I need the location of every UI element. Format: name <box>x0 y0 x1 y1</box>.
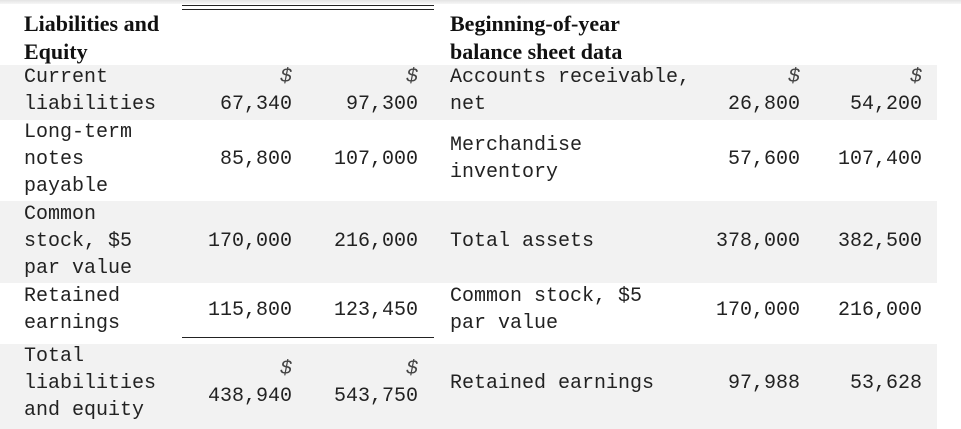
right-row4-label: Common stock, $5 par value <box>450 285 643 335</box>
left-row3-col2: 216,000 <box>333 230 418 253</box>
left-row5-col2: 543,750 <box>333 385 418 408</box>
right-row1-label: Accounts receivable, net <box>450 66 691 116</box>
left-row1-label: Current liabilities <box>24 66 157 116</box>
header-rule-top <box>182 5 434 6</box>
right-row4-col1: 170,000 <box>715 299 800 322</box>
right-row3-col2: 382,500 <box>837 230 922 253</box>
right-row2-label: Merchandise inventory <box>450 134 583 184</box>
row-band-1 <box>0 65 937 120</box>
left-row4-col2: 123,450 <box>333 299 418 322</box>
left-row5-col1-dollar: $ <box>279 358 292 381</box>
right-row1-col1: 26,800 <box>727 93 800 116</box>
right-row5-label: Retained earnings <box>450 372 655 395</box>
left-row3-label: Common stock, $5 par value <box>24 203 133 280</box>
left-row5-label: Total liabilities and equity <box>24 345 157 422</box>
right-row1-col1-dollar: $ <box>787 66 800 89</box>
left-row2-col1: 85,800 <box>219 148 292 171</box>
row-band-3 <box>0 201 937 283</box>
right-row2-col2: 107,400 <box>837 148 922 171</box>
left-row1-col1-dollar: $ <box>279 66 292 89</box>
left-row1-col2-dollar: $ <box>405 66 418 89</box>
right-row2-col1: 57,600 <box>727 148 800 171</box>
row-band-5 <box>0 344 937 429</box>
header-rule-bottom <box>182 9 434 10</box>
right-table-header: Beginning-of-year balance sheet data <box>450 11 623 64</box>
left-table-header: Liabilities and Equity <box>24 11 160 64</box>
left-row1-col2: 97,300 <box>345 93 418 116</box>
right-row1-col2-dollar: $ <box>909 66 922 89</box>
left-row5-col1: 438,940 <box>207 385 292 408</box>
top-divider <box>0 0 961 4</box>
left-row2-label: Long-term notes payable <box>24 121 133 198</box>
left-row4-label: Retained earnings <box>24 285 121 335</box>
right-row5-col1: 97,988 <box>727 372 800 395</box>
left-row1-col1: 67,340 <box>219 93 292 116</box>
right-row1-col2: 54,200 <box>849 93 922 116</box>
right-row4-col2: 216,000 <box>837 299 922 322</box>
left-row4-col1: 115,800 <box>207 299 292 322</box>
right-row5-col2: 53,628 <box>849 372 922 395</box>
right-row3-col1: 378,000 <box>715 230 800 253</box>
right-row3-label: Total assets <box>450 230 595 253</box>
left-row5-col2-dollar: $ <box>405 358 418 381</box>
left-row3-col1: 170,000 <box>207 230 292 253</box>
total-rule <box>182 337 434 338</box>
left-row2-col2: 107,000 <box>333 148 418 171</box>
